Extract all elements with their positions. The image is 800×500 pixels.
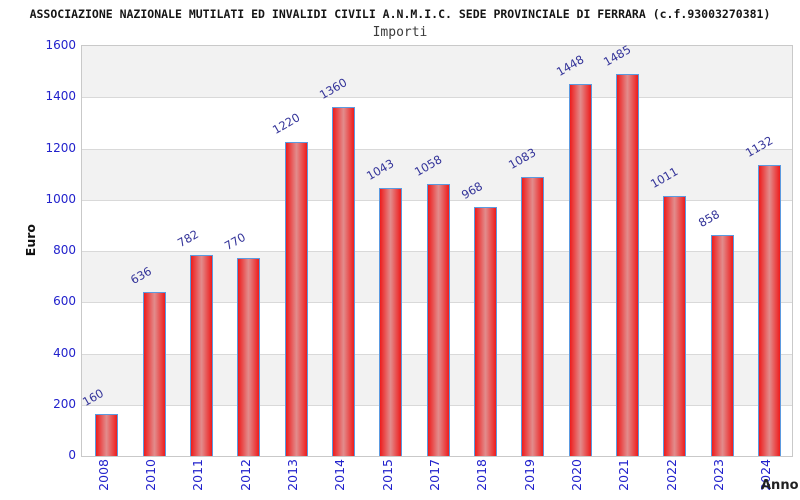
bar-2014 bbox=[331, 106, 355, 456]
x-tick-label: 2008 bbox=[95, 459, 111, 491]
y-tick-label: 1200 bbox=[45, 140, 76, 155]
y-tick-label: 800 bbox=[53, 243, 76, 257]
gridline bbox=[82, 148, 792, 150]
y-tick-label: 1000 bbox=[45, 191, 76, 206]
gridline bbox=[82, 97, 792, 99]
plot-band bbox=[82, 97, 792, 149]
bar-2021 bbox=[615, 74, 639, 456]
x-tick-label: 2022 bbox=[663, 459, 679, 491]
x-tick-label: 2015 bbox=[379, 459, 395, 491]
chart-title: ASSOCIAZIONE NAZIONALE MUTILATI ED INVAL… bbox=[29, 7, 771, 21]
y-tick-label: 0 bbox=[68, 448, 76, 462]
chart-subtitle: Importi bbox=[372, 25, 428, 40]
bar-2017 bbox=[426, 183, 450, 456]
bar-2022 bbox=[663, 195, 687, 456]
y-tick-label: 200 bbox=[53, 396, 76, 411]
bar-2011 bbox=[189, 254, 213, 456]
bar-2019 bbox=[521, 177, 545, 456]
bar-2012 bbox=[237, 257, 261, 456]
bar-2013 bbox=[284, 142, 308, 456]
x-tick-label: 2013 bbox=[285, 459, 300, 491]
x-tick-label: 2021 bbox=[616, 459, 632, 491]
x-tick-label: 2020 bbox=[569, 459, 584, 491]
plot-area: 160 636 782 770 1220 1360 1043 1058 968 1083 1448 1… bbox=[80, 43, 793, 457]
x-tick-label: 2014 bbox=[332, 459, 348, 491]
bar-2010 bbox=[142, 292, 166, 456]
bar-2008 bbox=[95, 414, 119, 456]
y-tick-label: 600 bbox=[53, 294, 76, 309]
bar-2018 bbox=[473, 206, 497, 456]
bar-2023 bbox=[710, 235, 734, 456]
x-tick-label: 2018 bbox=[474, 459, 490, 491]
x-tick-label: 2023 bbox=[711, 459, 726, 491]
plot-band bbox=[82, 46, 792, 98]
bar-2020 bbox=[568, 83, 592, 456]
bar-2015 bbox=[379, 187, 403, 456]
x-tick-label: 2012 bbox=[237, 459, 253, 491]
bar-2024 bbox=[757, 164, 781, 456]
x-tick-label: 2010 bbox=[143, 459, 158, 491]
x-axis-label: Anno bbox=[761, 478, 799, 493]
x-tick-label: 2019 bbox=[521, 459, 537, 491]
y-tick-label: 1600 bbox=[45, 38, 76, 52]
x-tick-label: 2017 bbox=[427, 459, 442, 491]
y-tick-label: 400 bbox=[53, 345, 76, 360]
x-tick-label: 2011 bbox=[190, 459, 206, 491]
y-tick-label: 1400 bbox=[45, 89, 76, 104]
